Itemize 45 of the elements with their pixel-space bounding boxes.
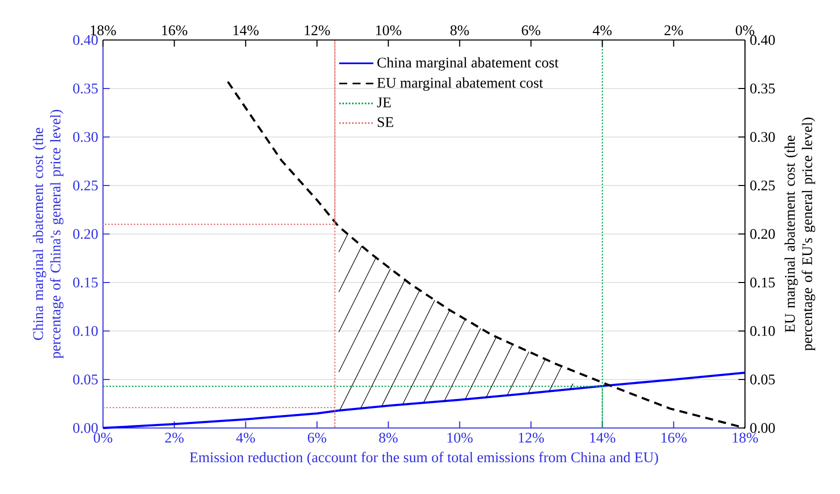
x2-tick-label: 16% xyxy=(162,25,188,36)
y2-tick-label: 0.40 xyxy=(750,35,775,45)
y-tick-label: 0.15 xyxy=(73,278,98,288)
x2-tick-label: 2% xyxy=(664,25,683,36)
x-tick-label: 6% xyxy=(308,432,326,443)
x-tick-label: 0% xyxy=(94,432,112,443)
x-tick-label: 4% xyxy=(236,432,255,443)
x-tick-label: 8% xyxy=(379,432,398,443)
x-axis-title: Emission reduction (account for the sum of total emissions from China and EU) xyxy=(190,452,658,466)
y2-tick-label: 0.35 xyxy=(750,84,775,94)
x-tick-label: 10% xyxy=(448,432,473,443)
x2-tick-label: 8% xyxy=(450,25,469,36)
x2-tick-label: 4% xyxy=(592,25,612,36)
y2-tick-label: 0.15 xyxy=(750,278,775,288)
x2-tick-label: 12% xyxy=(304,25,330,36)
y-tick-label: 0.40 xyxy=(73,35,98,45)
x2-tick-label: 14% xyxy=(234,25,259,36)
y-tick-label: 0.35 xyxy=(73,84,98,94)
x2-tick-label: 18% xyxy=(90,25,116,36)
legend-label: JE xyxy=(377,98,391,108)
y-tick-label: 0.05 xyxy=(73,374,98,384)
y2-axis-title: EU marginal abatement cost (the percentage of EU's general price level) xyxy=(784,118,816,351)
y-tick-label: 0.00 xyxy=(73,423,98,433)
x-tick-label: 2% xyxy=(165,432,184,443)
y2-tick-label: 0.30 xyxy=(750,132,775,142)
y2-tick-label: 0.20 xyxy=(750,229,775,239)
y-tick-label: 0.10 xyxy=(73,326,98,336)
legend-label: China marginal abatement cost xyxy=(377,57,559,71)
y2-tick-label: 0.10 xyxy=(750,326,775,336)
y2-tick-label: 0.25 xyxy=(750,180,775,190)
legend-label: SE xyxy=(378,117,394,128)
legend-label: EU marginal abatement cost xyxy=(377,77,544,91)
x2-tick-label: 0% xyxy=(736,25,754,36)
y2-tick-label: 0.00 xyxy=(750,423,775,433)
y2-tick-label: 0.05 xyxy=(750,374,775,384)
x-tick-label: 14% xyxy=(590,432,616,443)
x2-tick-label: 6% xyxy=(522,25,540,36)
y-axis-title: China marginal abatement cost (the percentage of China's general price level) xyxy=(32,110,64,358)
x2-tick-label: 10% xyxy=(376,25,402,36)
x-tick-label: 12% xyxy=(518,432,544,443)
x-tick-label: 16% xyxy=(662,432,687,443)
x-tick-label: 18% xyxy=(732,432,758,443)
y-tick-label: 0.20 xyxy=(73,229,98,239)
y-tick-label: 0.25 xyxy=(73,180,98,190)
y-tick-label: 0.30 xyxy=(73,132,98,142)
